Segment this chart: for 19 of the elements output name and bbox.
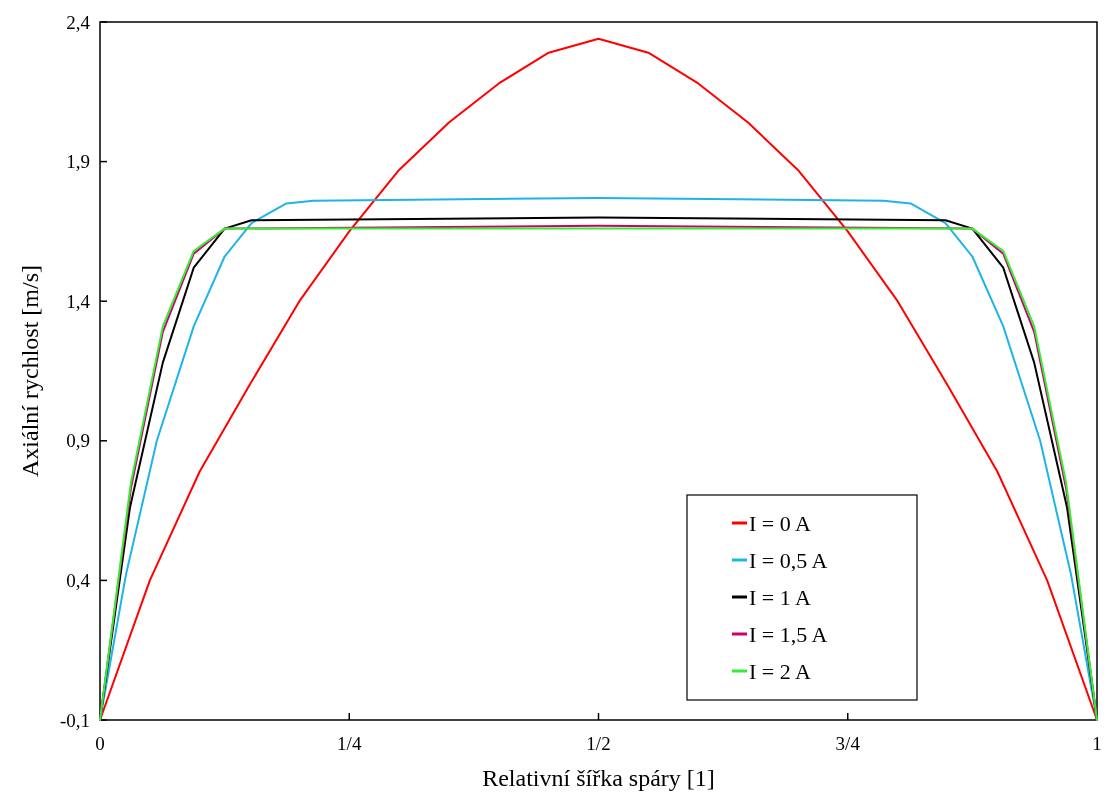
legend-label: I = 2 A — [749, 658, 812, 684]
legend-label: I = 0 A — [749, 510, 812, 536]
x-axis-title: Relativní šířka spáry [1] — [482, 765, 715, 791]
legend-label: I = 1 A — [749, 584, 812, 610]
y-tick-label: 1,4 — [66, 290, 91, 312]
x-tick-label: 1/4 — [337, 733, 362, 754]
y-tick-label: 0,9 — [66, 430, 90, 452]
legend-label: I = 0,5 A — [749, 547, 828, 573]
x-tick-label: 1 — [1092, 733, 1102, 754]
y-tick-label: 2,4 — [66, 11, 91, 33]
x-tick-label: 3/4 — [835, 733, 861, 754]
x-tick-label: 0 — [95, 733, 105, 754]
y-axis-title: Axiální rychlost [m/s] — [17, 265, 43, 477]
y-tick-label: 0,4 — [66, 570, 91, 592]
y-tick-label: 1,9 — [66, 151, 90, 173]
line-series — [99, 37, 1098, 721]
y-tick-label: -0,1 — [59, 709, 90, 731]
x-tick-label: 1/2 — [586, 733, 611, 754]
legend-label: I = 1,5 A — [749, 621, 828, 647]
